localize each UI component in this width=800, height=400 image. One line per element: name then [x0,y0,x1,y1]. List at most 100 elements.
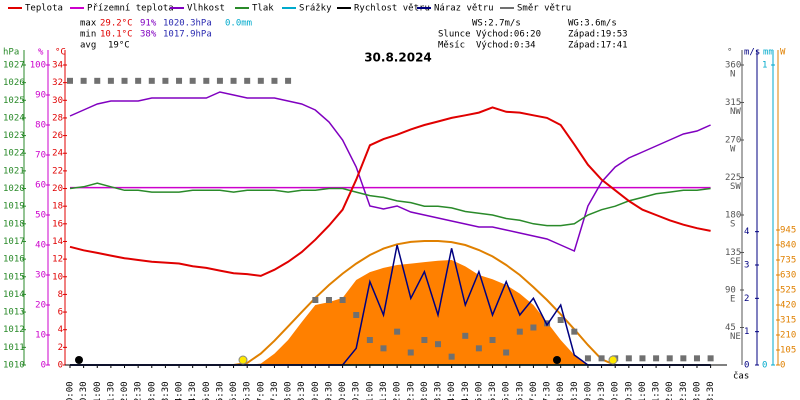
direction-point [203,77,210,84]
stat: 1020.3hPa [163,19,212,29]
y-tick-label: 1 [762,61,767,71]
legend-label: Náraz větru [434,4,494,14]
direction-point [244,77,251,84]
direction-point [475,345,482,352]
direction-point [80,77,87,84]
stat: Západ:17:41 [568,41,628,51]
x-tick-label: 19:30 [597,381,607,400]
y-tick-label: 2 [744,294,749,304]
legend-label: Přízemní teplota [87,4,174,14]
y-tick-label: 210 [780,331,796,341]
y-tick-label: 105 [780,346,796,356]
direction-point [707,355,714,362]
y-tick-label: 0 [762,361,767,371]
direction-point [666,355,673,362]
direction-point [148,77,155,84]
x-tick-label: 03:00 [147,381,157,400]
x-axis-label: čas [733,371,749,382]
y-tick-label: 1023 [3,131,25,141]
axis-unit: m/s [744,48,760,58]
y-tick-label: 135 [725,248,741,258]
y-tick-name: N [730,70,735,80]
y-tick-label: 180 [725,211,741,221]
direction-point [271,77,278,84]
direction-point [435,341,442,348]
direction-point [312,297,319,303]
y-tick-label: 18 [52,202,63,212]
x-tick-label: 07:30 [270,381,280,400]
y-tick-label: 1013 [3,308,25,318]
x-tick-label: 11:00 [365,381,375,400]
stat-label: max [80,19,97,29]
y-tick-label: 0 [744,361,749,371]
y-tick-label: 28 [52,113,63,123]
x-tick-label: 09:30 [324,381,334,400]
x-tick-label: 14:30 [461,381,471,400]
direction-point [407,349,414,356]
x-tick-label: 08:30 [297,381,307,400]
direction-point [584,355,591,362]
y-tick-label: 2 [58,343,63,353]
x-tick-label: 02:30 [134,381,144,400]
y-tick-label: 30 [35,271,46,281]
x-tick-label: 06:30 [243,381,253,400]
x-tick-label: 00:00 [66,381,76,400]
stat-label: Měsíc [438,41,465,51]
x-tick-label: 03:30 [161,381,171,400]
y-tick-label: 32 [52,78,63,88]
series-line [69,106,711,277]
stat: 19°C [108,41,130,51]
y-tick-name: SW [730,182,741,192]
x-tick-label: 21:30 [652,381,662,400]
x-tick-label: 11:30 [379,381,389,400]
stat-label: min [80,30,96,40]
y-tick-label: 0 [41,361,46,371]
direction-point [448,353,455,360]
y-tick-label: 20 [35,301,46,311]
direction-point [653,355,660,362]
legend-label: Srážky [299,4,332,14]
y-tick-label: 420 [780,301,796,311]
x-tick-label: 19:00 [583,381,593,400]
legend-label: Teplota [25,4,63,14]
y-tick-name: NW [730,107,741,117]
legend-label: Rychlost větru [354,4,430,14]
x-tick-label: 05:00 [202,381,212,400]
x-tick-label: 15:00 [474,381,484,400]
x-tick-label: 09:00 [311,381,321,400]
stat: WS:2.7m/s [472,19,521,29]
y-tick-label: 1018 [3,219,25,229]
direction-point [366,337,373,343]
y-tick-label: 50 [35,211,46,221]
stat: WG:3.6m/s [568,19,617,29]
x-tick-label: 08:00 [284,381,294,400]
x-tick-label: 13:30 [434,381,444,400]
x-tick-label: 04:00 [175,381,185,400]
y-tick-label: 100 [30,61,46,71]
direction-point [67,77,73,84]
direction-point [693,355,700,362]
stat-label: avg [80,41,96,51]
x-tick-label: 12:30 [406,381,416,400]
y-tick-name: NE [730,332,741,342]
direction-point [121,77,128,84]
direction-point [394,328,401,335]
y-tick-label: 45 [725,323,736,333]
direction-point [462,332,469,339]
direction-point [380,345,387,352]
y-tick-name: S [730,220,735,230]
direction-point [557,317,564,323]
direction-point [162,77,169,84]
radiation-area [70,260,711,365]
x-tick-label: 04:30 [188,381,198,400]
x-tick-label: 22:30 [679,381,689,400]
direction-point [421,337,428,343]
y-tick-name: E [730,295,735,305]
x-tick-label: 01:00 [93,381,103,400]
y-tick-label: 1011 [3,343,25,353]
x-tick-label: 16:30 [515,381,525,400]
x-tick-label: 12:00 [393,381,403,400]
y-tick-name: W [730,145,736,155]
legend-label: Směr větru [517,4,571,14]
x-tick-label: 17:00 [529,381,539,400]
